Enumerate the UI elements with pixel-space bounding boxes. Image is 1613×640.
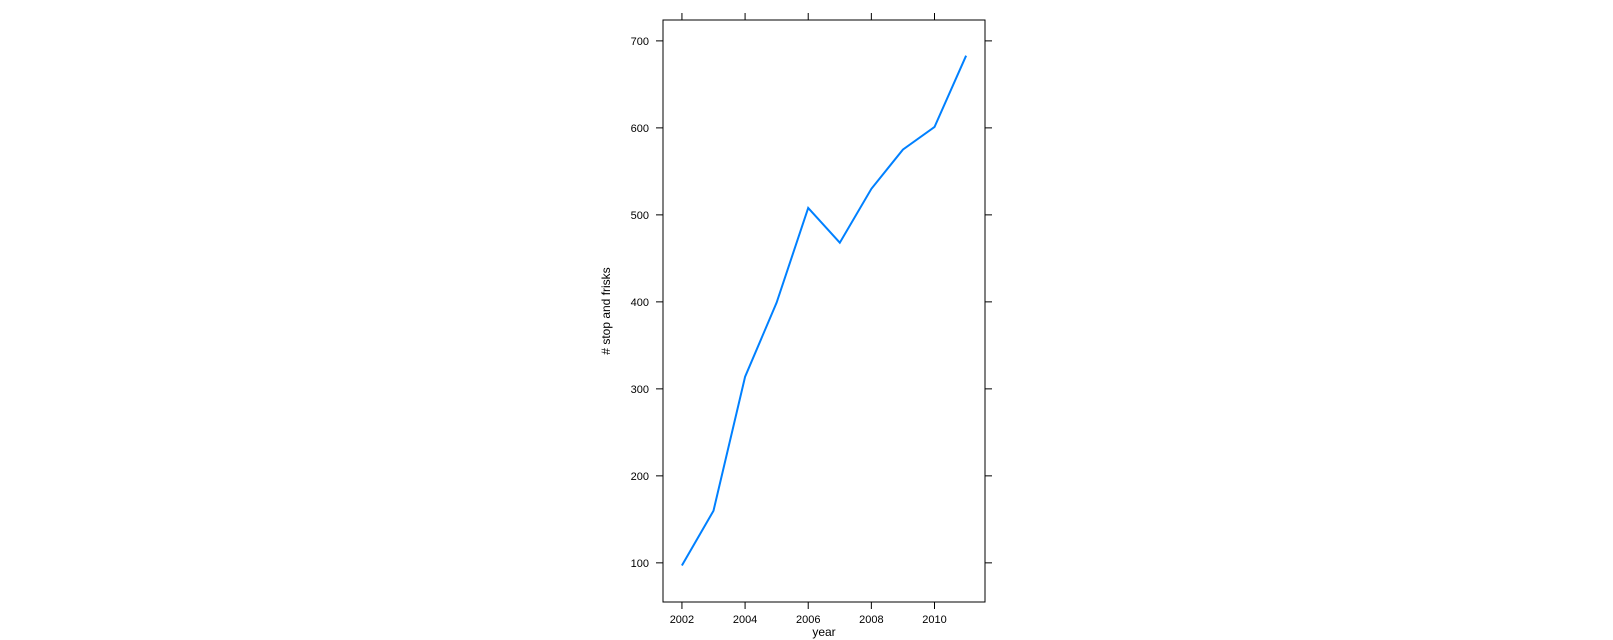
y-tick-label: 300: [631, 384, 649, 396]
y-tick-label: 600: [631, 123, 649, 135]
x-tick-label: 2004: [733, 614, 757, 626]
y-tick-label: 100: [631, 558, 649, 570]
y-tick-label: 400: [631, 297, 649, 309]
tick-marks: [656, 13, 992, 609]
x-tick-label: 2002: [670, 614, 694, 626]
y-tick-label: 200: [631, 471, 649, 483]
series-line: [681, 55, 968, 566]
y-tick-label: 700: [631, 36, 649, 48]
x-axis-label: year: [812, 625, 835, 639]
y-tick-label: 500: [631, 210, 649, 222]
tick-labels: 2002 2004 2006 2008 2010 100 200 300 400 500 600 70…: [631, 36, 947, 626]
x-tick-label: 2006: [796, 614, 820, 626]
y-axis-label: # stop and frisks: [599, 267, 613, 354]
plot-frame: [662, 19, 986, 603]
x-tick-label: 2010: [922, 614, 946, 626]
x-tick-label: 2008: [859, 614, 883, 626]
